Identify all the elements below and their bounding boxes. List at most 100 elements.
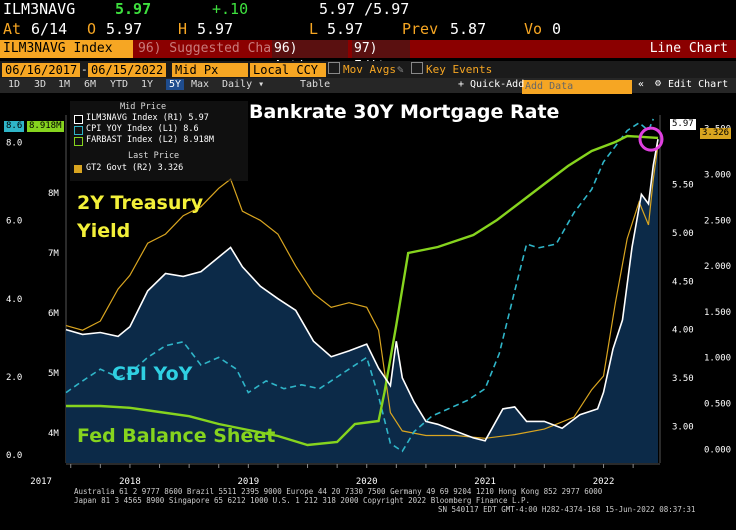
chart-type-title: Line Chart <box>649 41 728 56</box>
legend-subheader: Last Price <box>128 151 180 161</box>
edit-menu[interactable]: 97) Edit ▾ <box>352 40 410 74</box>
quote-detail-row: At 6/14 O 5.97 H 5.97 L 5.97 Prev 5.87 V… <box>0 20 736 40</box>
x-tick-label: 2017 <box>30 477 52 487</box>
legend-swatch <box>74 165 82 173</box>
l1-tick-label: 4.0 <box>6 295 22 305</box>
tab-1y[interactable]: 1Y <box>141 79 154 90</box>
tab-6m[interactable]: 6M <box>84 79 97 90</box>
tab-table[interactable]: Table <box>300 79 331 90</box>
l2-tick-label: 4M <box>48 429 59 439</box>
prev-label: Prev <box>402 20 439 38</box>
treasury-annotation-yield: Yield <box>77 220 131 242</box>
date-separator: - <box>81 63 88 76</box>
r1-tick-label: 3.00 <box>672 422 694 432</box>
r2-tick-label: 1.500 <box>704 308 731 318</box>
gt2-value-tag: 3.326 <box>700 128 732 139</box>
fed-balance-series-line <box>66 134 659 447</box>
l2-tick-label: 8M <box>48 189 59 199</box>
r2-tick-label: 3.000 <box>704 171 731 181</box>
end-date-input[interactable]: 06/15/2022 <box>88 63 167 77</box>
field-select[interactable]: Mid Px <box>172 63 248 77</box>
low-value: 5.97 <box>327 20 364 38</box>
r1-tick-label: 3.50 <box>672 374 694 384</box>
tab-1d[interactable]: 1D <box>8 79 21 90</box>
tab-ytd[interactable]: YTD <box>110 79 129 90</box>
chart-legend: Mid Price ILM3NAVG Index (R1) 5.97 CPI YO… <box>70 101 248 181</box>
collapse-icon[interactable]: « <box>638 79 645 90</box>
r2-tick-label: 0.500 <box>704 399 731 409</box>
suggested-charts-button[interactable]: 96) Suggested Charts <box>138 41 295 56</box>
pencil-icon: ✎ <box>397 63 404 76</box>
tab-3d[interactable]: 3D <box>34 79 47 90</box>
quick-add-button[interactable]: + Quick-Add <box>458 79 525 90</box>
edit-chart-button[interactable]: Edit Chart <box>668 79 729 90</box>
r2-tick-label: 2.000 <box>704 262 731 272</box>
open-label: O <box>87 20 97 38</box>
key-events-label: Key Events <box>426 63 493 76</box>
chart-title: Bankrate 30Y Mortgage Rate <box>249 101 560 123</box>
footer-line-2: Japan 81 3 4565 8900 Singapore 65 6212 1… <box>74 496 531 505</box>
legend-item[interactable]: ILM3NAVG Index (R1) 5.97 <box>86 113 209 123</box>
line-chart[interactable]: 0.0 2.0 4.0 6.0 8.0 4M 5M 6M 7M 8M 3.00 3.50 4.00 4.5… <box>0 93 736 488</box>
menu-bar: ILM3NAVG Index 96) Suggested Charts 96) … <box>0 40 736 74</box>
x-tick-label: 2020 <box>356 477 378 487</box>
key-events-checkbox[interactable] <box>411 62 423 74</box>
l2-tick-label: 7M <box>48 249 59 259</box>
currency-select[interactable]: Local CCY <box>250 63 326 77</box>
legend-item[interactable]: GT2 Govt (R2) 3.326 <box>86 163 184 173</box>
r2-tick-label: 0.000 <box>704 445 731 455</box>
legend-item[interactable]: FARBAST Index (L2) 8.918M <box>86 135 214 145</box>
r1-tick-label: 5.50 <box>672 181 694 191</box>
l2-tick-label: 6M <box>48 309 59 319</box>
legend-item[interactable]: CPI YOY Index (L1) 8.6 <box>86 124 199 134</box>
mov-avgs-label: Mov Avgs <box>343 63 396 76</box>
l1-tick-label: 6.0 <box>6 217 22 227</box>
volume-label: Vo <box>524 20 543 38</box>
last-price: 5.97 <box>115 0 152 18</box>
price-change: +.10 <box>212 0 249 18</box>
legend-swatch <box>74 115 83 124</box>
r1-tick-label: 4.50 <box>672 277 694 287</box>
tab-max[interactable]: Max <box>191 79 210 90</box>
security-field[interactable]: ILM3NAVG Index <box>0 40 133 58</box>
tab-1m[interactable]: 1M <box>58 79 71 90</box>
footer-line-1: Australia 61 2 9777 8600 Brazil 5511 239… <box>74 487 603 496</box>
l1-tick-label: 2.0 <box>6 373 22 383</box>
add-data-input[interactable]: Add Data <box>522 80 632 94</box>
x-tick-label: 2022 <box>593 477 615 487</box>
start-date-input[interactable]: 06/16/2017 <box>2 63 81 77</box>
legend-swatch <box>74 137 83 146</box>
x-tick-label: 2019 <box>237 477 259 487</box>
r2-tick-label: 1.000 <box>704 354 731 364</box>
at-label: At <box>3 20 22 38</box>
r1-tick-label: 5.00 <box>672 229 694 239</box>
mortgage-area <box>66 139 658 463</box>
prev-value: 5.87 <box>450 20 487 38</box>
x-tick-label: 2021 <box>474 477 496 487</box>
tab-daily[interactable]: Daily ▾ <box>222 79 265 90</box>
l2-tick-label: 5M <box>48 369 59 379</box>
r2-tick-label: 2.500 <box>704 216 731 226</box>
legend-swatch <box>74 126 83 135</box>
high-value: 5.97 <box>197 20 234 38</box>
actions-menu[interactable]: 96) Actions ▾ <box>272 40 348 74</box>
r1-tick-label: 4.00 <box>672 326 694 336</box>
fed-value-tag: 8.918M <box>27 121 64 132</box>
cpi-series-line <box>65 118 655 453</box>
low-label: L <box>309 20 319 38</box>
gear-icon[interactable]: ⚙ <box>655 78 662 89</box>
tab-5y[interactable]: 5Y <box>166 79 185 90</box>
l1-tick-label: 0.0 <box>6 451 22 461</box>
gt2-series-line <box>65 144 659 439</box>
open-value: 5.97 <box>106 20 143 38</box>
control-bar: 06/16/2017 - 06/15/2022 Mid Px Local CCY… <box>0 61 736 78</box>
quote-date: 6/14 <box>31 20 68 38</box>
mortgage-series-line <box>65 139 659 442</box>
mov-avgs-checkbox[interactable] <box>328 62 340 74</box>
treasury-annotation: 2Y Treasury <box>77 192 204 214</box>
fed-annotation: Fed Balance Sheet <box>77 425 276 447</box>
volume-value: 0 <box>552 20 562 38</box>
ticker: ILM3NAVG <box>3 0 76 18</box>
l1-tick-label: 8.0 <box>6 138 22 148</box>
x-tick-label: 2018 <box>119 477 141 487</box>
